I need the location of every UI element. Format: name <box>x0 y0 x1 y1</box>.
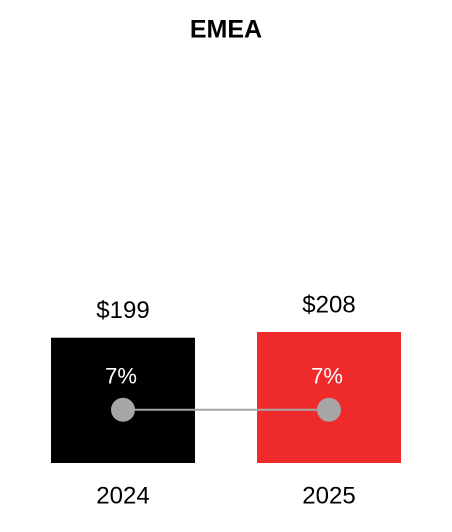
x-tick-label: 2025 <box>302 482 355 509</box>
percent-dot <box>317 397 341 422</box>
percent-dot <box>111 397 135 422</box>
percent-label: 7% <box>311 364 343 389</box>
chart-title: EMEA <box>190 16 262 44</box>
percent-label: 7% <box>105 364 137 389</box>
bar-value-label: $199 <box>96 297 149 324</box>
bar-value-label: $208 <box>302 291 355 318</box>
x-tick-label: 2024 <box>96 482 149 509</box>
bar <box>257 332 401 463</box>
